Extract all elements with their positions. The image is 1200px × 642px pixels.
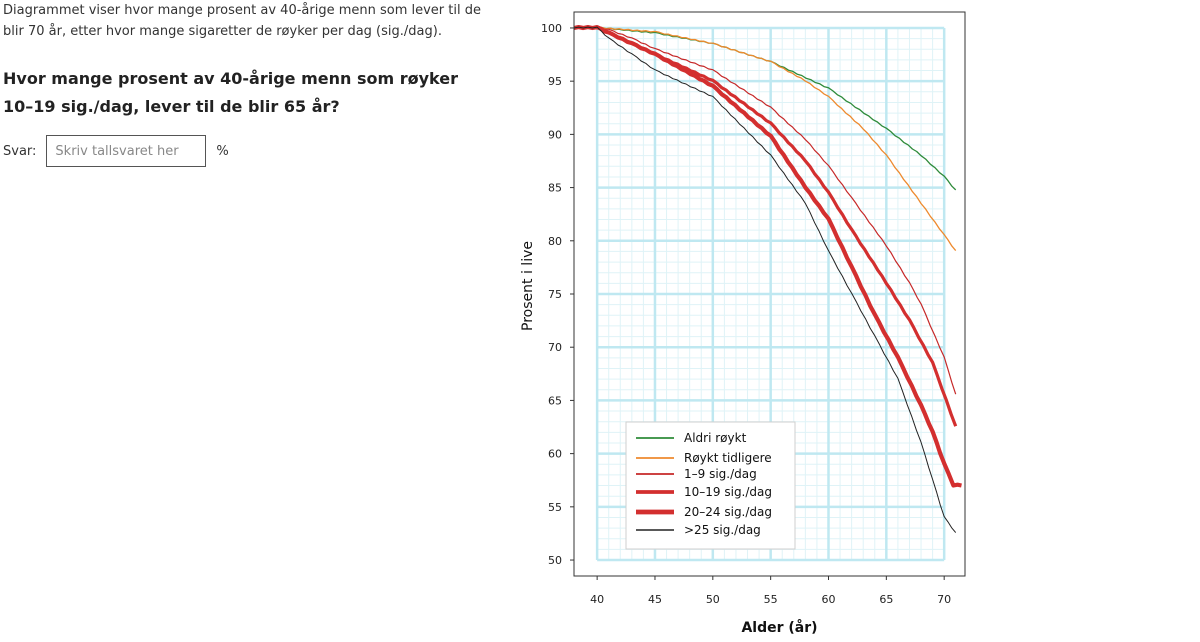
y-tick-label: 50 — [548, 554, 562, 567]
y-tick-label: 80 — [548, 235, 562, 248]
y-tick-label: 85 — [548, 182, 562, 195]
y-tick-label: 70 — [548, 341, 562, 354]
y-axis-title: Prosent i live — [520, 241, 536, 331]
legend-label: Aldri røykt — [684, 431, 747, 445]
x-tick-label: 55 — [764, 593, 778, 606]
y-tick-label: 95 — [548, 75, 562, 88]
answer-unit: % — [216, 143, 229, 159]
question-heading: Hvor mange prosent av 40-årige menn som … — [3, 69, 458, 116]
x-axis-title: Alder (år) — [741, 619, 817, 636]
legend-label: 20–24 sig./dag — [684, 505, 772, 519]
legend: Aldri røykt Røykt tidligere 1–9 sig./dag 10… — [625, 421, 796, 550]
intro-text: Diagrammet viser hvor mange prosent av 4… — [3, 3, 481, 39]
x-tick-label: 50 — [706, 593, 720, 606]
y-tick-label: 75 — [548, 288, 562, 301]
x-tick-label: 70 — [937, 593, 951, 606]
series-line — [573, 26, 957, 191]
y-tick-label: 90 — [548, 128, 562, 141]
survival-chart: 40 45 50 55 60 65 70 50 55 60 65 70 75 80 85 90 95 100 Al… — [520, 11, 966, 636]
y-tick-label: 55 — [548, 501, 562, 514]
x-tick-label: 60 — [821, 593, 835, 606]
y-tick-label: 60 — [548, 448, 562, 461]
y-tick-label: 65 — [548, 394, 562, 407]
series-line — [573, 25, 958, 427]
legend-label: Røykt tidligere — [684, 451, 772, 465]
legend-label: 1–9 sig./dag — [684, 467, 757, 481]
series-line — [573, 26, 957, 395]
series-line — [573, 25, 962, 488]
answer-row: Svar: % — [3, 135, 229, 167]
series-line — [573, 26, 957, 252]
answer-input[interactable] — [46, 135, 207, 167]
x-tick-label: 40 — [590, 593, 604, 606]
x-tick-label: 45 — [648, 593, 662, 606]
y-tick-label: 100 — [541, 22, 562, 35]
legend-label: >25 sig./dag — [684, 523, 761, 537]
series-line — [573, 26, 957, 533]
legend-label: 10–19 sig./dag — [684, 485, 772, 499]
x-tick-label: 65 — [879, 593, 893, 606]
answer-label: Svar: — [3, 143, 37, 159]
legend-box — [625, 421, 796, 550]
